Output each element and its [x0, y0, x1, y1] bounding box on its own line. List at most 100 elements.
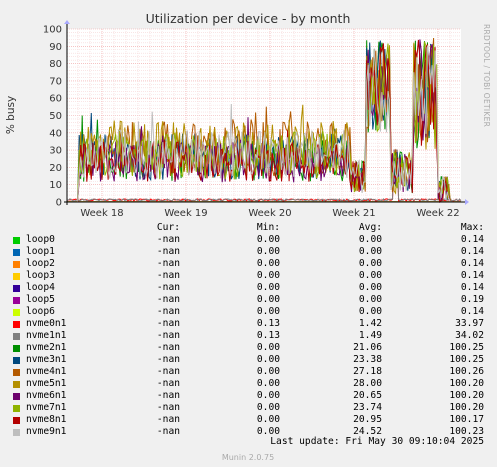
- legend-cur: -nan: [156, 414, 180, 425]
- series-line-nvme8n1: [67, 39, 461, 204]
- legend-row: nvme6n1 -nan 0.00 20.65 100.20: [0, 390, 497, 402]
- legend-max: 100.17: [449, 414, 484, 425]
- legend-avg: 23.74: [353, 402, 382, 413]
- legend-swatch: [13, 429, 20, 436]
- legend-avg: 28.00: [353, 378, 382, 389]
- y-tick-label: 10: [49, 180, 62, 191]
- y-tick-label: 30: [49, 146, 62, 157]
- legend-swatch: [13, 393, 20, 400]
- legend-cur: -nan: [156, 354, 180, 365]
- axes: [64, 20, 469, 205]
- legend-swatch: [13, 297, 20, 304]
- last-update: Last update: Fri May 30 09:10:04 2025: [270, 436, 484, 447]
- legend-name: nvme7n1: [26, 402, 67, 413]
- legend-cur: -nan: [156, 246, 180, 257]
- legend-row: nvme1n1 -nan 0.13 1.49 34.02: [0, 330, 497, 342]
- y-tick-label: 20: [49, 163, 62, 174]
- y-tick-label: 80: [49, 59, 62, 70]
- legend-max: 100.20: [449, 390, 484, 401]
- legend-avg: 27.18: [353, 366, 382, 377]
- legend-swatch: [13, 345, 20, 352]
- legend-avg: 0.00: [358, 234, 382, 245]
- legend-min: 0.00: [256, 258, 280, 269]
- rrdtool-credit: RRDTOOL / TOBI OETIKER: [482, 24, 491, 127]
- legend-min: 0.00: [256, 426, 280, 437]
- legend-cur: -nan: [156, 318, 180, 329]
- legend-header: Cur: Min: Avg: Max:: [0, 222, 497, 234]
- legend-swatch: [13, 417, 20, 424]
- legend-avg: 20.95: [353, 414, 382, 425]
- legend-name: loop2: [26, 258, 55, 269]
- legend-name: nvme1n1: [26, 330, 67, 341]
- legend-swatch: [13, 237, 20, 244]
- legend-swatch: [13, 381, 20, 388]
- legend-avg: 23.38: [353, 354, 382, 365]
- legend-min: 0.00: [256, 414, 280, 425]
- legend-swatch: [13, 285, 20, 292]
- legend-min: 0.00: [256, 306, 280, 317]
- legend-name: loop1: [26, 246, 55, 257]
- legend-max: 100.20: [449, 402, 484, 413]
- legend-cur: -nan: [156, 258, 180, 269]
- legend-cur: -nan: [156, 402, 180, 413]
- legend-swatch: [13, 333, 20, 340]
- legend-min: 0.00: [256, 342, 280, 353]
- legend-name: loop5: [26, 294, 55, 305]
- legend-row: loop0 -nan 0.00 0.00 0.14: [0, 234, 497, 246]
- legend-name: nvme3n1: [26, 354, 67, 365]
- legend-max: 100.23: [449, 426, 484, 437]
- legend-avg: 0.00: [358, 294, 382, 305]
- legend-cur: -nan: [156, 366, 180, 377]
- tick-labels: 0 10 20 30 40 50 60 70 80 90 100 Week 18 Week 19 Week…: [43, 25, 460, 220]
- legend-avg: 0.00: [358, 282, 382, 293]
- y-axis-arrow: [64, 20, 70, 24]
- x-tick-label: Week 19: [164, 208, 207, 219]
- legend-swatch: [13, 249, 20, 256]
- legend-row: loop4 -nan 0.00 0.00 0.14: [0, 282, 497, 294]
- legend-avg: 24.52: [353, 426, 382, 437]
- legend-swatch: [13, 369, 20, 376]
- legend-cur: -nan: [156, 342, 180, 353]
- legend-avg: 0.00: [358, 270, 382, 281]
- legend-header-max: Max:: [460, 222, 484, 233]
- legend-max: 0.14: [460, 270, 484, 281]
- legend-name: nvme8n1: [26, 414, 67, 425]
- legend-avg: 21.06: [353, 342, 382, 353]
- legend-name: nvme5n1: [26, 378, 67, 389]
- legend-swatch: [13, 321, 20, 328]
- legend-avg: 0.00: [358, 306, 382, 317]
- legend-row: nvme9n1 -nan 0.00 24.52 100.23: [0, 426, 497, 438]
- legend-cur: -nan: [156, 270, 180, 281]
- legend-name: loop0: [26, 234, 55, 245]
- legend-cur: -nan: [156, 378, 180, 389]
- legend-header-min: Min:: [256, 222, 280, 233]
- legend-swatch: [13, 273, 20, 280]
- y-tick-label: 0: [56, 198, 62, 209]
- munin-version: Munin 2.0.75: [222, 453, 274, 462]
- legend-header-avg: Avg:: [358, 222, 382, 233]
- legend-max: 100.20: [449, 378, 484, 389]
- legend-max: 0.14: [460, 306, 484, 317]
- legend-swatch: [13, 405, 20, 412]
- legend-min: 0.13: [256, 318, 280, 329]
- legend-max: 33.97: [455, 318, 484, 329]
- legend-row: nvme2n1 -nan 0.00 21.06 100.25: [0, 342, 497, 354]
- legend-min: 0.00: [256, 390, 280, 401]
- legend-max: 0.14: [460, 246, 484, 257]
- legend-name: nvme0n1: [26, 318, 67, 329]
- legend-name: nvme9n1: [26, 426, 67, 437]
- legend-row: loop6 -nan 0.00 0.00 0.14: [0, 306, 497, 318]
- x-axis-arrow: [465, 199, 469, 205]
- legend-row: nvme8n1 -nan 0.00 20.95 100.17: [0, 414, 497, 426]
- y-tick-label: 60: [49, 94, 62, 105]
- legend-max: 100.25: [449, 342, 484, 353]
- legend-row: nvme5n1 -nan 0.00 28.00 100.20: [0, 378, 497, 390]
- legend-avg: 1.49: [358, 330, 382, 341]
- legend-name: loop4: [26, 282, 55, 293]
- legend-cur: -nan: [156, 234, 180, 245]
- legend-cur: -nan: [156, 294, 180, 305]
- legend-min: 0.13: [256, 330, 280, 341]
- legend-row: nvme7n1 -nan 0.00 23.74 100.20: [0, 402, 497, 414]
- series-line-nvme9n1: [67, 45, 461, 203]
